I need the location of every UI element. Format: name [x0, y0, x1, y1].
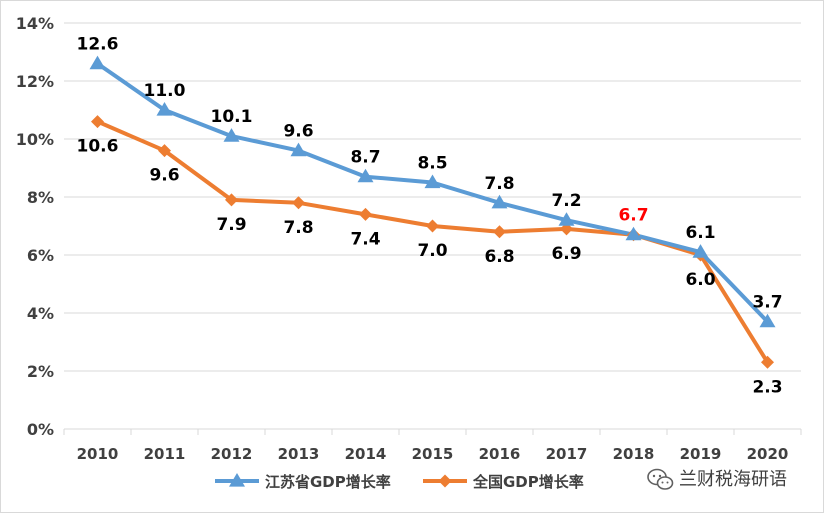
- data-point: [424, 174, 441, 189]
- x-tick-label: 2018: [613, 445, 655, 463]
- x-tick-label: 2016: [479, 445, 521, 463]
- data-label: 11.0: [144, 81, 186, 101]
- grid-lines: [64, 22, 801, 430]
- legend-item: 全国GDP增长率: [423, 473, 584, 491]
- x-tick-label: 2011: [144, 445, 186, 463]
- data-label: 2.3: [752, 377, 782, 397]
- y-tick-label: 12%: [16, 72, 54, 91]
- x-axis-ticks: 2010 2011 2012 2013 2014 2015 2016 2017 2018 2019…: [63, 429, 802, 463]
- data-point: [491, 194, 508, 209]
- legend-item: 江苏省GDP增长率: [215, 473, 391, 491]
- data-point: [759, 313, 776, 328]
- data-point: [225, 193, 238, 207]
- data-point: [290, 142, 307, 157]
- y-tick-label: 0%: [27, 420, 54, 439]
- watermark-text: 兰财税海研语: [679, 469, 787, 490]
- y-tick-label: 14%: [16, 14, 54, 33]
- wechat-icon: [647, 468, 674, 490]
- data-label: 7.4: [350, 229, 380, 249]
- data-label: 6.8: [484, 247, 514, 267]
- data-point: [558, 212, 575, 226]
- data-label: 12.6: [77, 35, 119, 55]
- data-point: [223, 128, 240, 142]
- data-label: 7.8: [484, 174, 514, 194]
- data-labels: 12.6 11.0 10.1 9.6 8.7 8.5 7.8 7.2 6.7 6.1 3.7 10.6…: [77, 35, 783, 398]
- data-label: 9.6: [149, 166, 179, 186]
- y-tick-label: 6%: [27, 246, 54, 265]
- x-tick-label: 2015: [412, 445, 454, 463]
- data-point: [625, 226, 642, 241]
- legend-label: 全国GDP增长率: [472, 473, 584, 491]
- data-label: 8.7: [350, 148, 380, 168]
- data-label: 7.0: [417, 241, 447, 261]
- y-tick-label: 4%: [27, 304, 54, 323]
- x-tick-label: 2019: [680, 445, 722, 463]
- data-point: [357, 168, 374, 183]
- data-label: 6.7: [618, 206, 648, 226]
- data-point: [493, 225, 506, 239]
- watermark: 兰财税海研语: [647, 468, 787, 490]
- y-tick-label: 10%: [16, 130, 54, 149]
- x-tick-label: 2017: [546, 445, 588, 463]
- y-axis-ticks: 0% 2% 4% 6% 8% 10% 12% 14%: [16, 14, 54, 439]
- data-point: [426, 219, 439, 233]
- data-label: 9.6: [283, 122, 313, 142]
- data-label: 3.7: [752, 293, 782, 313]
- legend-label: 江苏省GDP增长率: [265, 473, 391, 491]
- data-point: [692, 244, 709, 258]
- y-tick-label: 8%: [27, 188, 54, 207]
- data-label: 8.5: [417, 154, 447, 174]
- data-point: [91, 115, 104, 129]
- data-point: [359, 207, 372, 221]
- data-label: 6.0: [685, 270, 715, 290]
- x-tick-label: 2010: [77, 445, 119, 463]
- data-point: [158, 144, 171, 158]
- data-label: 7.2: [551, 191, 581, 211]
- data-point: [761, 355, 774, 369]
- x-tick-label: 2012: [211, 445, 253, 463]
- legend-marker: [229, 473, 245, 487]
- data-point: [89, 55, 106, 70]
- data-point: [292, 196, 305, 210]
- data-label: 6.9: [551, 244, 581, 264]
- data-label: 10.6: [77, 137, 119, 157]
- data-label: 10.1: [211, 107, 253, 127]
- data-label: 7.8: [283, 218, 313, 238]
- data-label: 6.1: [685, 223, 715, 243]
- data-label: 7.9: [216, 215, 246, 235]
- x-tick-label: 2014: [345, 445, 387, 463]
- legend: 江苏省GDP增长率 全国GDP增长率: [215, 473, 584, 491]
- series-group: [89, 55, 776, 369]
- x-tick-label: 2013: [278, 445, 320, 463]
- y-tick-label: 2%: [27, 362, 54, 381]
- x-tick-label: 2020: [747, 445, 789, 463]
- series-line: [96, 61, 769, 324]
- legend-marker: [438, 474, 452, 488]
- data-point: [156, 102, 173, 116]
